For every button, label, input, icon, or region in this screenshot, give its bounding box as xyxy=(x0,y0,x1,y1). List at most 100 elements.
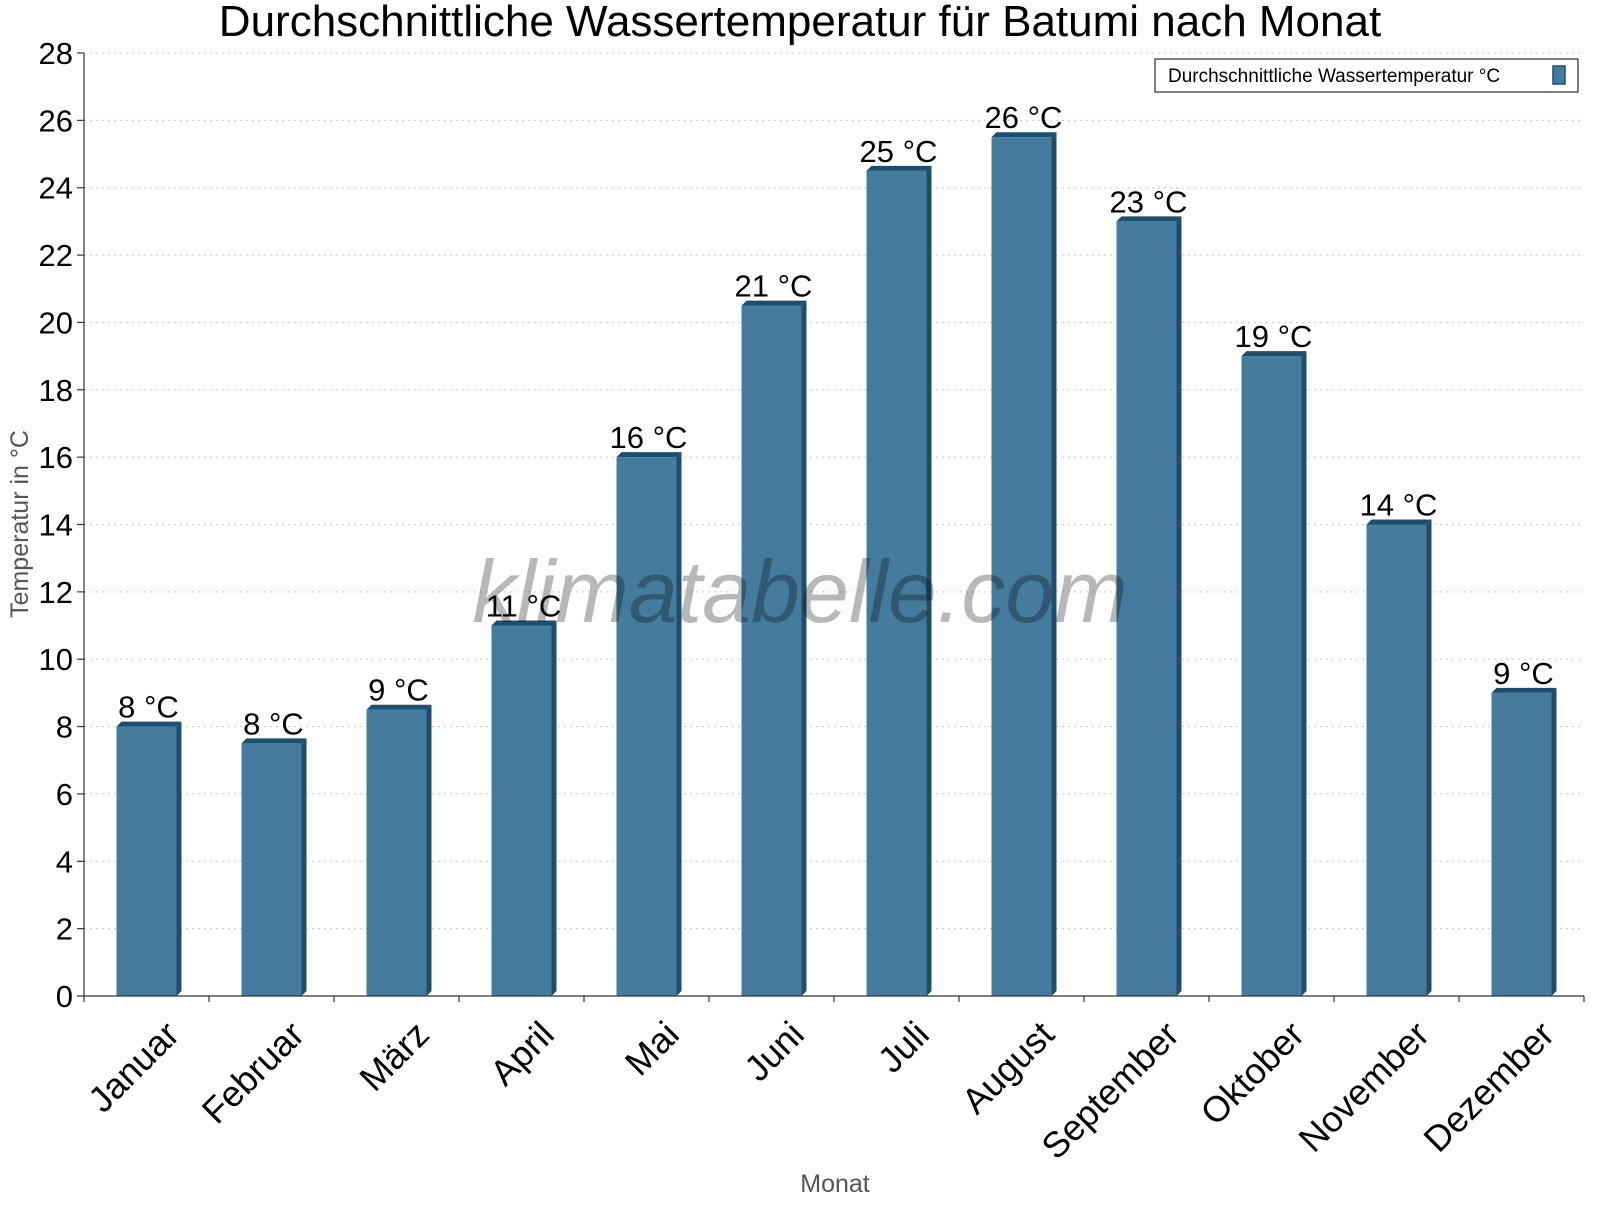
bar xyxy=(366,709,427,996)
data-label: 23 °C xyxy=(1110,184,1188,219)
bar-top xyxy=(866,165,932,171)
bar-top xyxy=(1241,351,1307,357)
bar-oktober xyxy=(1241,351,1307,996)
y-axis-label: Temperatur in °C xyxy=(6,430,34,618)
bar-side xyxy=(301,738,307,996)
y-tick-label: 8 xyxy=(56,710,73,745)
bar-dezember xyxy=(1491,687,1557,996)
bar-mai xyxy=(616,452,682,997)
bar-side xyxy=(176,721,182,996)
bar-april xyxy=(491,620,557,996)
data-label: 26 °C xyxy=(985,100,1063,135)
gridlines xyxy=(84,52,1584,930)
bar xyxy=(1241,356,1302,996)
x-tick-labels: Januar Februar März April Mai Juni Juli AugustS… xyxy=(80,1013,1562,1167)
y-tick-label: 16 xyxy=(39,440,73,475)
bar-februar xyxy=(241,738,307,996)
y-tick-label: 6 xyxy=(56,777,73,812)
legend: Durchschnittliche Wassertemperatur °C xyxy=(1154,58,1579,93)
bar-top xyxy=(366,704,432,710)
chart-title: Durchschnittliche Wassertemperatur für B… xyxy=(219,0,1381,46)
y-tick-label: 14 xyxy=(39,508,73,543)
data-label: 8 °C xyxy=(118,690,179,725)
bar-juli xyxy=(866,165,932,996)
legend-label: Durchschnittliche Wassertemperatur °C xyxy=(1168,66,1500,87)
y-tick-label: 4 xyxy=(56,844,73,879)
y-tick-label: 26 xyxy=(39,103,73,138)
legend-box xyxy=(1154,58,1579,93)
y-tick-label: 24 xyxy=(39,171,73,206)
data-label: 19 °C xyxy=(1235,319,1313,354)
bar xyxy=(241,743,302,996)
bar-side xyxy=(1426,519,1432,996)
bar-side xyxy=(551,620,557,996)
x-tick-label: Mai xyxy=(617,1013,687,1083)
bar xyxy=(616,457,677,997)
x-axis-label: Monat xyxy=(800,1170,870,1198)
axes xyxy=(77,52,1585,1002)
bar-september xyxy=(1116,216,1182,997)
watermark: klimatabelle.com xyxy=(472,542,1127,641)
bar-november xyxy=(1366,519,1432,996)
bar xyxy=(1491,692,1552,996)
y-tick-label: 28 xyxy=(39,36,73,71)
y-tick-label: 10 xyxy=(39,642,73,677)
data-labels: 8 °C 8 °C 9 °C 11 °C 16 °C 21 °C 25 °C 26 °C 23 … xyxy=(118,100,1554,741)
data-label: 21 °C xyxy=(735,269,813,304)
data-label: 14 °C xyxy=(1360,488,1438,523)
x-tick-label: August xyxy=(954,1013,1062,1121)
bar-side xyxy=(1176,216,1182,997)
bar xyxy=(991,137,1052,997)
legend-swatch xyxy=(1552,65,1566,85)
bar xyxy=(1116,221,1177,997)
y-tick-label: 2 xyxy=(56,912,73,947)
x-tick-label: September xyxy=(1033,1013,1187,1167)
x-tick-label: Juni xyxy=(736,1013,812,1089)
bar-top xyxy=(741,300,807,306)
bar-top xyxy=(491,620,557,626)
y-tick-label: 20 xyxy=(39,305,73,340)
bar xyxy=(866,170,927,996)
bar xyxy=(1366,524,1427,996)
bar-side xyxy=(1301,351,1307,996)
bar-top xyxy=(1116,216,1182,222)
bar-top xyxy=(241,738,307,744)
data-label: 9 °C xyxy=(1493,656,1554,691)
bar-top xyxy=(1366,519,1432,525)
bar-märz xyxy=(366,704,432,996)
bar-side xyxy=(801,300,807,996)
bar-side xyxy=(1551,687,1557,996)
y-tick-label: 12 xyxy=(39,575,73,610)
x-tick-label: November xyxy=(1290,1013,1436,1159)
bar-side xyxy=(926,165,932,996)
bar-top xyxy=(991,132,1057,138)
bar-juni xyxy=(741,300,807,996)
data-label: 9 °C xyxy=(368,673,429,708)
data-label: 8 °C xyxy=(243,706,304,741)
bar xyxy=(116,726,177,996)
bar xyxy=(491,625,552,996)
x-tick-label: April xyxy=(482,1013,562,1093)
x-tick-label: Dezember xyxy=(1415,1013,1561,1159)
data-label: 11 °C xyxy=(486,589,562,624)
data-label: 25 °C xyxy=(860,134,938,169)
bar-side xyxy=(426,704,432,996)
x-tick-label: Januar xyxy=(80,1013,187,1120)
y-tick-label: 0 xyxy=(56,979,73,1014)
bar-august xyxy=(991,132,1057,997)
x-tick-label: Februar xyxy=(194,1013,312,1131)
y-tick-label: 22 xyxy=(39,238,73,273)
x-tick-label: Oktober xyxy=(1192,1013,1312,1133)
bar xyxy=(741,305,802,996)
bars xyxy=(116,132,1557,997)
x-tick-label: März xyxy=(351,1013,437,1099)
bar-top xyxy=(616,452,682,458)
bar-top xyxy=(116,721,182,727)
x-tick-label: Juli xyxy=(870,1013,937,1080)
y-tick-label: 18 xyxy=(39,373,73,408)
bar-side xyxy=(1051,132,1057,997)
data-label: 16 °C xyxy=(610,420,688,455)
